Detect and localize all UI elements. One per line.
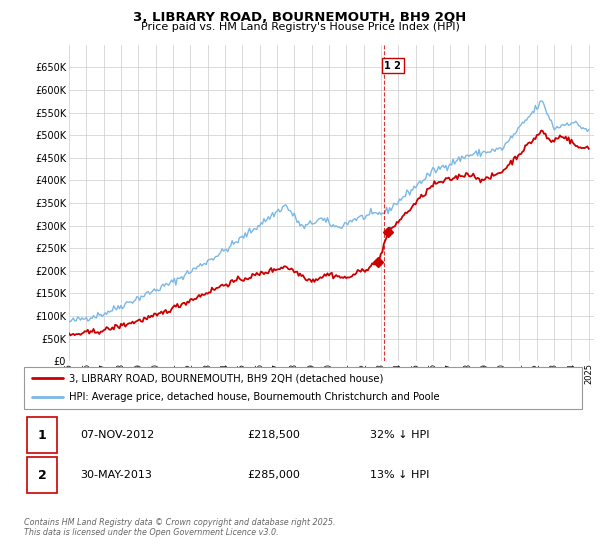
Text: 32% ↓ HPI: 32% ↓ HPI — [370, 430, 430, 440]
Text: 1 2: 1 2 — [385, 60, 401, 71]
Text: Price paid vs. HM Land Registry's House Price Index (HPI): Price paid vs. HM Land Registry's House … — [140, 22, 460, 32]
Text: £285,000: £285,000 — [247, 470, 300, 480]
Text: 2: 2 — [38, 469, 47, 482]
FancyBboxPatch shape — [27, 457, 58, 493]
Text: 3, LIBRARY ROAD, BOURNEMOUTH, BH9 2QH (detached house): 3, LIBRARY ROAD, BOURNEMOUTH, BH9 2QH (d… — [68, 373, 383, 383]
Text: HPI: Average price, detached house, Bournemouth Christchurch and Poole: HPI: Average price, detached house, Bour… — [68, 393, 439, 403]
Text: 1: 1 — [38, 429, 47, 442]
Text: Contains HM Land Registry data © Crown copyright and database right 2025.
This d: Contains HM Land Registry data © Crown c… — [24, 518, 335, 538]
Text: 13% ↓ HPI: 13% ↓ HPI — [370, 470, 430, 480]
Text: £218,500: £218,500 — [247, 430, 300, 440]
FancyBboxPatch shape — [24, 367, 582, 409]
FancyBboxPatch shape — [27, 417, 58, 454]
Text: 3, LIBRARY ROAD, BOURNEMOUTH, BH9 2QH: 3, LIBRARY ROAD, BOURNEMOUTH, BH9 2QH — [133, 11, 467, 24]
Text: 30-MAY-2013: 30-MAY-2013 — [80, 470, 152, 480]
Text: 07-NOV-2012: 07-NOV-2012 — [80, 430, 154, 440]
